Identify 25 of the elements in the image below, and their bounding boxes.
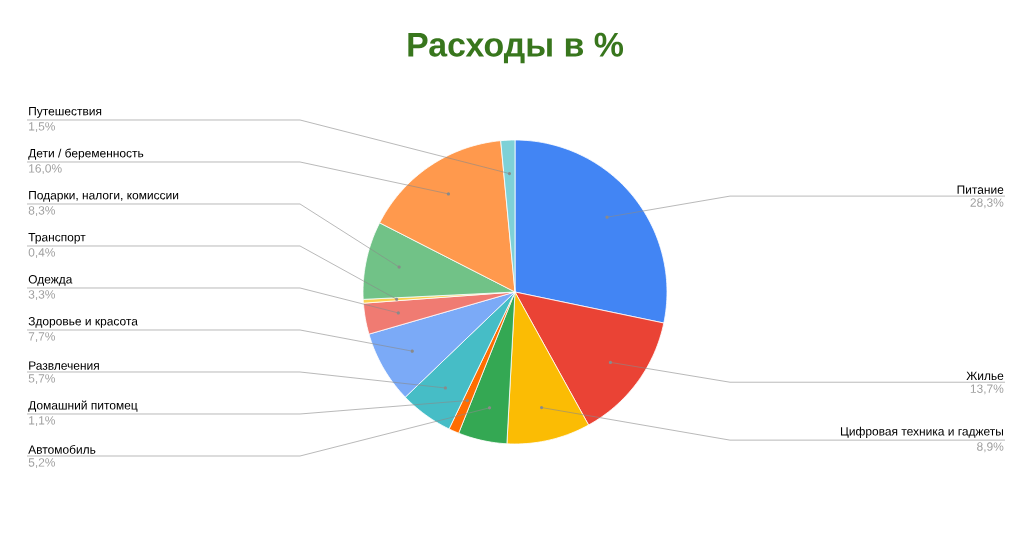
slice-label: Домашний питомец	[28, 400, 138, 412]
data-label: 7,7%	[28, 332, 56, 343]
slice-label: Дети / беременность	[28, 148, 144, 160]
data-label: 8,3%	[28, 206, 56, 217]
data-label: 8,9%	[977, 442, 1004, 453]
slice-label: Одежда	[28, 275, 73, 286]
data-label: 5,7%	[28, 374, 56, 385]
data-label: 16,0%	[29, 164, 62, 175]
data-label: 28,3%	[970, 198, 1004, 209]
data-label: 1,5%	[29, 122, 56, 133]
chart-title: Расходы в %	[408, 32, 624, 64]
data-label: 1,1%	[29, 416, 56, 427]
data-label: 3,3%	[28, 290, 56, 301]
data-label: 0,4%	[28, 248, 56, 259]
data-label: 5,2%	[28, 458, 56, 469]
slice-label: Развлечения	[29, 361, 99, 370]
slice-label: Питание	[957, 185, 1004, 194]
slice-label: Здоровье и красота	[28, 316, 138, 328]
slice-label: Цифровая техника и гаджеты	[840, 426, 1003, 438]
slice-label: Жилье	[966, 371, 1004, 381]
slice-label: Подарки, налоги, комиссии	[29, 191, 179, 202]
data-label: 13,7%	[970, 384, 1004, 395]
slice-label: Путешествия	[29, 107, 102, 118]
slice-label: Транспорт	[28, 233, 86, 244]
slice-label: Автомобиль	[28, 444, 96, 454]
